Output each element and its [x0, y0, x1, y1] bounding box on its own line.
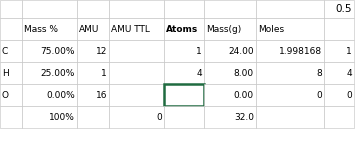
Bar [22, 40, 77, 62]
Bar [109, 84, 164, 106]
Bar [77, 18, 109, 40]
Bar [0, 62, 22, 84]
Bar [22, 18, 77, 40]
Bar [77, 62, 109, 84]
Bar [22, 62, 77, 84]
Bar [164, 62, 204, 84]
Bar [324, 18, 354, 40]
Bar [256, 84, 324, 106]
Bar [324, 40, 354, 62]
Text: 0: 0 [156, 113, 162, 122]
Bar [77, 84, 109, 106]
Bar [164, 106, 204, 128]
Bar [77, 0, 109, 18]
Text: Mass %: Mass % [24, 24, 58, 33]
Text: 75.00%: 75.00% [41, 46, 75, 55]
Bar [109, 18, 164, 40]
Bar [324, 106, 354, 128]
Bar [204, 0, 256, 18]
Text: Atoms: Atoms [166, 24, 198, 33]
Text: Mass(g): Mass(g) [206, 24, 241, 33]
Bar [164, 40, 204, 62]
Bar [324, 62, 354, 84]
Text: AMU: AMU [79, 24, 99, 33]
Text: 1: 1 [196, 46, 202, 55]
Text: O: O [2, 91, 9, 100]
Text: 12: 12 [95, 46, 107, 55]
Bar [0, 0, 22, 18]
Bar [22, 0, 77, 18]
Text: 25.00%: 25.00% [41, 68, 75, 78]
Bar [0, 18, 22, 40]
Text: 8.00: 8.00 [234, 68, 254, 78]
Bar [0, 106, 22, 128]
Bar [77, 106, 109, 128]
Bar [204, 18, 256, 40]
Text: 32.0: 32.0 [234, 113, 254, 122]
Text: 4: 4 [196, 68, 202, 78]
Bar [22, 106, 77, 128]
Bar [164, 84, 204, 106]
Bar [256, 18, 324, 40]
Bar [109, 106, 164, 128]
Bar [204, 62, 256, 84]
Bar [164, 0, 204, 18]
Text: 0.00%: 0.00% [46, 91, 75, 100]
Bar [204, 106, 256, 128]
Text: 1: 1 [101, 68, 107, 78]
Bar [0, 84, 22, 106]
Bar [256, 62, 324, 84]
Bar [0, 40, 22, 62]
Text: H: H [2, 68, 9, 78]
Bar [256, 40, 324, 62]
Text: 0: 0 [316, 91, 322, 100]
Text: 0: 0 [346, 91, 352, 100]
Bar [204, 40, 256, 62]
Bar [204, 84, 256, 106]
Text: 4: 4 [346, 68, 352, 78]
Bar [109, 40, 164, 62]
Text: 8: 8 [316, 68, 322, 78]
Bar [109, 0, 164, 18]
Text: 1: 1 [346, 46, 352, 55]
Bar [256, 0, 324, 18]
Bar [109, 62, 164, 84]
Text: 16: 16 [95, 91, 107, 100]
Bar [324, 0, 354, 18]
Text: C: C [2, 46, 8, 55]
Text: 24.00: 24.00 [228, 46, 254, 55]
Text: Moles: Moles [258, 24, 284, 33]
Bar [77, 40, 109, 62]
Bar [22, 84, 77, 106]
Text: AMU TTL: AMU TTL [111, 24, 150, 33]
Text: 0.00: 0.00 [234, 91, 254, 100]
Text: 1.998168: 1.998168 [279, 46, 322, 55]
Text: 0.5: 0.5 [335, 4, 352, 14]
Bar [324, 84, 354, 106]
Bar [256, 106, 324, 128]
Text: 100%: 100% [49, 113, 75, 122]
Bar [164, 18, 204, 40]
